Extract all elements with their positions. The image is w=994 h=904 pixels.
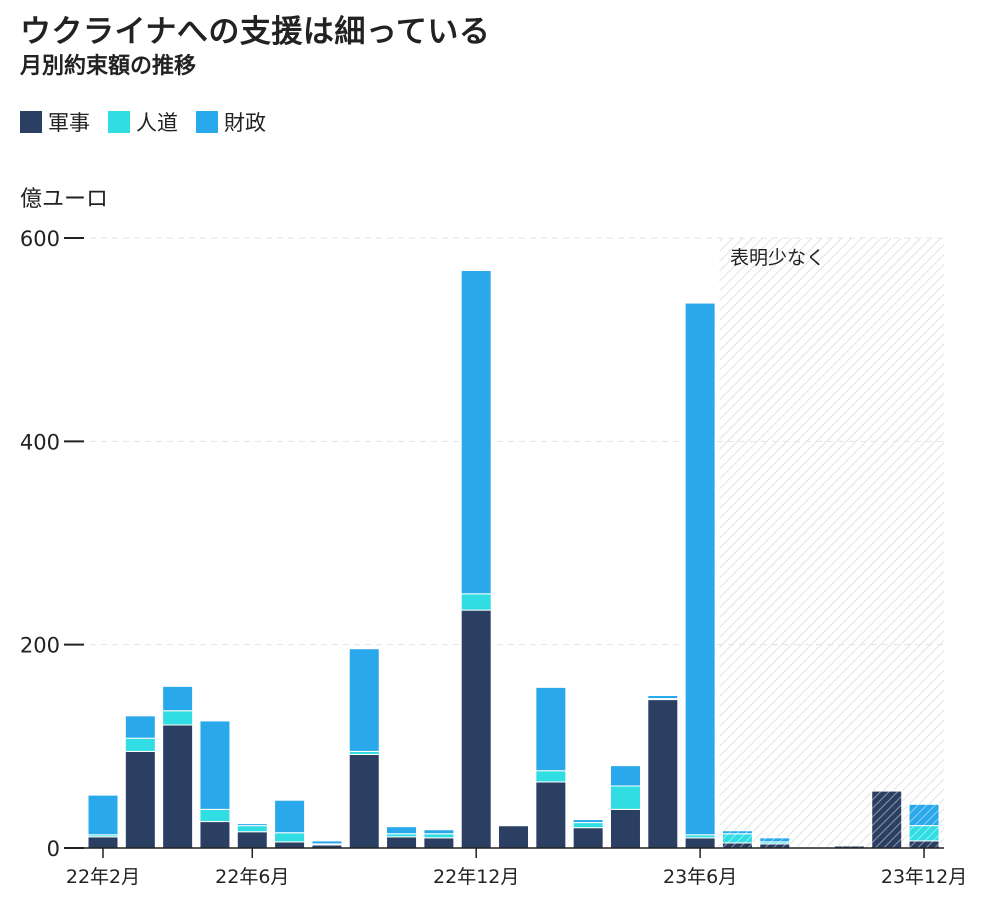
legend-label-military: 軍事 xyxy=(48,111,90,135)
bar-military-22-5 xyxy=(199,821,231,849)
bar-financial-22-12 xyxy=(460,270,492,595)
bar-military-23-6 xyxy=(684,837,716,849)
bar-military-22-9 xyxy=(348,753,380,849)
bar-military-22-11 xyxy=(423,837,455,849)
bar-financial-22-8 xyxy=(311,840,343,845)
legend: 軍事 人道 財政 xyxy=(20,107,266,137)
bar-hatch-military-23-11 xyxy=(871,791,902,848)
bar-financial-22-3 xyxy=(124,715,156,739)
bar-hatch-military-23-7 xyxy=(722,842,753,848)
annotation-label: 表明少なく xyxy=(730,247,825,269)
bar-financial-23-3 xyxy=(572,819,604,824)
bar-humanitarian-22-7 xyxy=(274,832,306,843)
bar-financial-23-6 xyxy=(684,302,716,836)
legend-swatch-military xyxy=(20,111,42,133)
bar-humanitarian-22-6 xyxy=(236,825,268,833)
legend-label-financial: 財政 xyxy=(224,111,266,135)
bar-hatch-humanitarian-23-12 xyxy=(909,825,940,841)
x-tick-label-4: 22年6月 xyxy=(215,866,289,888)
bar-humanitarian-23-2 xyxy=(535,770,567,783)
y-tick-label-200: 200 xyxy=(20,634,60,658)
bar-financial-22-6 xyxy=(236,823,268,827)
bar-financial-22-2 xyxy=(87,794,119,836)
bar-hatch-military-23-12 xyxy=(909,840,940,848)
bar-hatch-financial-23-7 xyxy=(722,830,753,834)
bar-humanitarian-22-3 xyxy=(124,737,156,752)
bar-financial-23-1 xyxy=(498,823,530,826)
bar-humanitarian-22-5 xyxy=(199,808,231,823)
legend-label-humanitarian: 人道 xyxy=(136,111,178,135)
bar-financial-23-5 xyxy=(647,695,679,700)
x-tick-label-22: 23年12月 xyxy=(881,866,967,888)
bar-hatch-military-23-10 xyxy=(834,845,865,848)
bar-military-22-6 xyxy=(236,831,268,849)
bar-hatch-financial-23-12 xyxy=(909,804,940,826)
bar-hatch-military-23-8 xyxy=(759,843,790,848)
x-tick-label-10: 22年12月 xyxy=(433,866,519,888)
y-tick-label-0: 0 xyxy=(47,837,60,861)
bar-financial-22-4 xyxy=(162,685,194,712)
bar-humanitarian-22-11 xyxy=(423,833,455,839)
legend-swatch-financial xyxy=(196,111,218,133)
bar-military-22-7 xyxy=(274,841,306,849)
bar-financial-22-10 xyxy=(386,826,418,835)
bar-hatch-financial-23-8 xyxy=(759,837,790,842)
bar-financial-23-2 xyxy=(535,686,567,772)
bar-humanitarian-23-3 xyxy=(572,822,604,829)
bar-humanitarian-23-4 xyxy=(609,785,641,810)
bar-hatch-humanitarian-23-7 xyxy=(722,833,753,843)
bar-financial-23-4 xyxy=(609,765,641,787)
bar-military-23-5 xyxy=(647,699,679,849)
y-tick-label-400: 400 xyxy=(20,430,60,454)
bar-financial-22-9 xyxy=(348,648,380,752)
legend-item-humanitarian: 人道 xyxy=(108,107,178,137)
bar-hatch-humanitarian-23-8 xyxy=(759,841,790,844)
bar-humanitarian-22-4 xyxy=(162,710,194,726)
bar-military-23-4 xyxy=(609,808,641,849)
legend-item-military: 軍事 xyxy=(20,107,90,137)
bar-financial-22-11 xyxy=(423,829,455,835)
bar-humanitarian-22-12 xyxy=(460,593,492,611)
bar-military-22-2 xyxy=(87,836,119,849)
legend-swatch-humanitarian xyxy=(108,111,130,133)
y-axis-label: 億ユーロ xyxy=(20,187,108,212)
x-tick-label-16: 23年6月 xyxy=(663,866,737,888)
annotation-region xyxy=(719,238,944,848)
chart-subtitle: 月別約束額の推移 xyxy=(20,54,197,79)
y-tick-label-600: 600 xyxy=(20,227,60,251)
bar-military-22-4 xyxy=(162,724,194,849)
bar-financial-22-7 xyxy=(274,799,306,834)
bar-financial-22-5 xyxy=(199,720,231,810)
bar-military-23-3 xyxy=(572,827,604,849)
bar-military-23-2 xyxy=(535,781,567,849)
bar-military-22-3 xyxy=(124,750,156,849)
chart-title: ウクライナへの支援は細っている xyxy=(20,14,491,50)
bar-military-22-12 xyxy=(460,609,492,849)
legend-item-financial: 財政 xyxy=(196,107,266,137)
x-tick-label-0: 22年2月 xyxy=(66,866,140,888)
bar-military-23-1 xyxy=(498,825,530,849)
bar-military-22-10 xyxy=(386,836,418,849)
